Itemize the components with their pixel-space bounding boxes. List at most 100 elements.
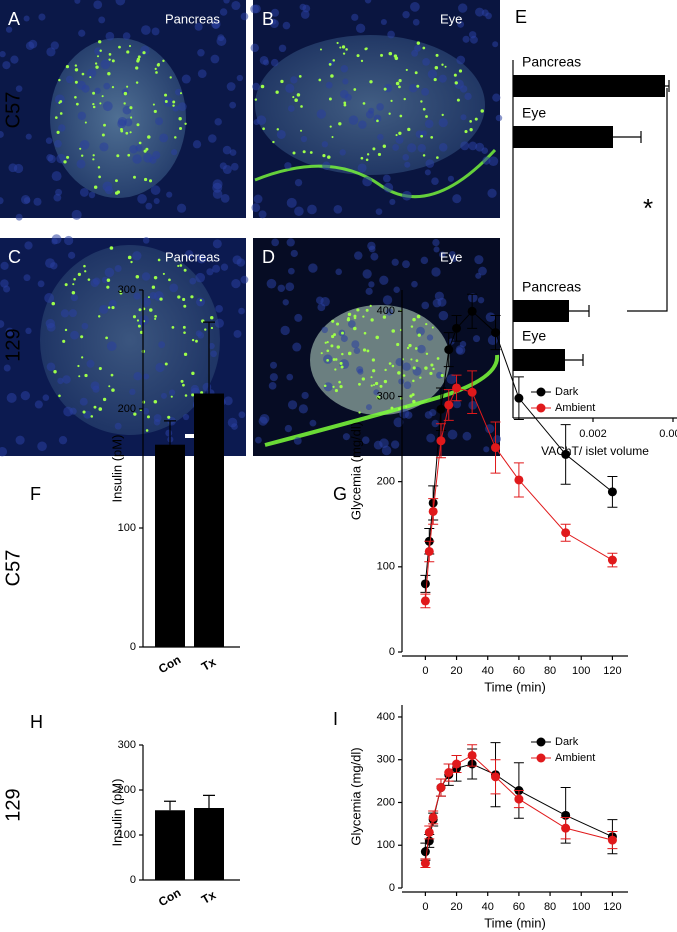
nucleus [57,377,64,385]
speck [101,133,105,137]
marker [452,759,462,769]
nucleus [395,135,404,144]
nucleus [356,366,364,374]
speck [135,66,139,70]
nucleus [94,47,102,55]
nucleus [483,446,490,453]
speck [154,67,157,70]
speck [179,264,183,267]
nucleus [391,258,399,266]
speck [98,407,103,411]
nucleus [231,278,241,289]
nucleus [340,335,348,343]
speck [414,347,418,350]
nucleus [478,266,487,276]
x-tick-label: 40 [482,665,494,677]
nucleus [50,41,59,50]
nucleus [348,115,359,125]
speck [414,71,418,75]
nucleus [495,114,503,122]
nucleus [62,375,71,384]
speck [416,84,420,88]
speck [98,366,102,371]
nucleus [151,27,160,36]
speck [108,58,111,61]
nucleus [226,82,236,91]
nucleus [298,404,308,414]
nucleus [25,41,35,51]
speck [177,295,181,299]
nucleus [302,4,311,13]
marker [467,387,477,397]
nucleus [452,194,462,204]
speck [434,66,439,70]
speck [405,68,408,72]
nucleus [375,208,383,215]
speck [425,322,428,326]
nucleus [377,133,384,141]
islet [255,35,485,175]
nucleus [197,49,205,57]
speck [365,308,369,312]
nucleus [493,435,502,444]
x-tick-label: Tx [199,655,218,674]
nucleus [240,275,249,284]
nucleus [229,101,237,109]
nucleus [98,16,106,24]
speck [179,126,183,131]
row-label: 129 [2,788,24,821]
nucleus [54,94,65,105]
nucleus [212,21,220,29]
nucleus [351,340,360,349]
speck [64,328,68,332]
nucleus [71,209,82,220]
nucleus [438,117,448,128]
speck [93,185,98,189]
speck [191,338,195,342]
speck [143,177,148,182]
nucleus [276,129,286,139]
speck [384,368,387,372]
nucleus [150,185,161,195]
speck [200,391,204,395]
nucleus [325,81,333,89]
nucleus [285,83,295,93]
nucleus [63,406,73,417]
speck [382,144,387,148]
marker [428,812,438,822]
speck [339,361,343,365]
speck [444,65,447,68]
nucleus [353,347,361,355]
tissue-label: Pancreas [165,249,220,264]
nucleus [129,388,136,396]
legend-label: Ambient [555,752,595,764]
x-axis-label: Time (min) [484,915,546,930]
nucleus [342,78,349,85]
nerve-fiber [254,148,497,199]
speck [356,308,360,312]
speck [383,87,387,91]
speck [182,325,186,329]
nucleus [288,267,295,275]
x-axis-label: Time (min) [484,679,546,694]
nucleus [268,382,277,390]
speck [376,395,381,400]
speck [106,285,110,289]
nucleus [270,58,279,67]
speck [59,112,63,115]
nucleus [206,268,214,276]
nucleus [468,141,478,151]
speck [191,393,195,397]
nucleus [469,35,478,44]
nucleus [424,169,431,176]
nucleus [58,436,68,445]
bar [513,126,613,148]
speck [432,367,435,371]
x-tick-label: Tx [199,888,218,907]
nucleus [79,139,90,150]
nucleus [236,74,244,82]
marker [436,404,446,414]
speck [405,405,408,408]
nucleus [184,250,194,259]
y-tick-label: 400 [377,711,395,723]
